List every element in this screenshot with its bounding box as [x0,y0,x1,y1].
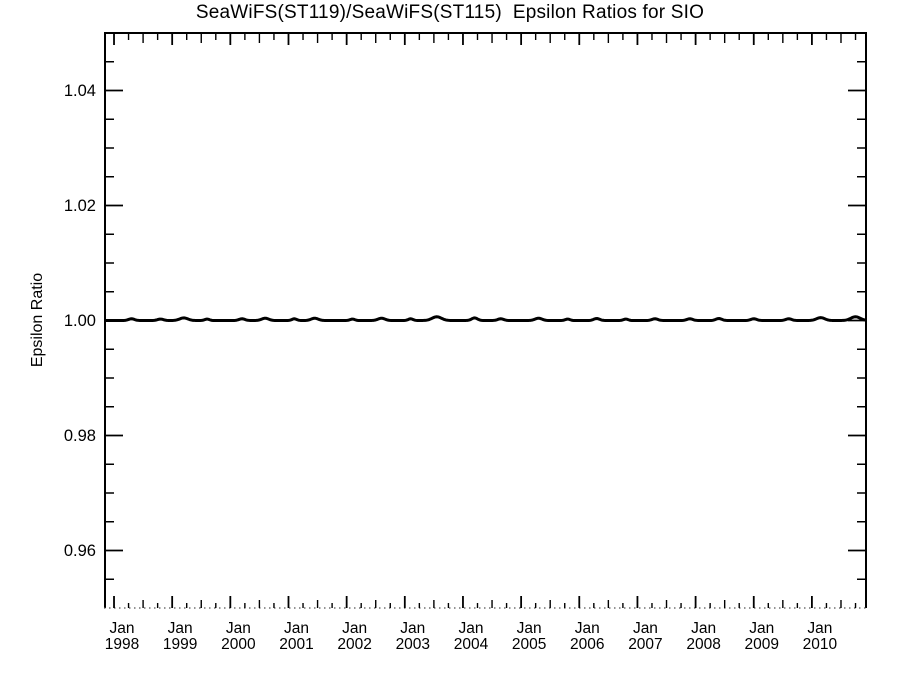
x-tick-label-month: Jan [400,620,425,637]
y-tick-label: 1.04 [64,82,96,100]
x-tick-label-year: 2001 [279,636,313,653]
x-tick-label-year: 2000 [221,636,256,653]
data-line-epsilon-ratio [104,315,867,322]
y-tick-label: 1.02 [64,197,96,215]
x-tick-label-year: 1999 [163,636,197,653]
x-tick-label-year: 2005 [512,636,546,653]
x-tick-label-month: Jan [458,620,483,637]
x-tick-label-month: Jan [691,620,716,637]
x-tick-label-month: Jan [168,620,193,637]
chart-title: SeaWiFS(ST119)/SeaWiFS(ST115) Epsilon Ra… [195,2,705,23]
x-tick-label-month: Jan [226,620,251,637]
x-tick-label-month: Jan [633,620,658,637]
x-tick-label-year: 1998 [105,636,139,653]
x-tick-label-year: 2003 [396,636,430,653]
x-tick-label-month: Jan [284,620,309,637]
x-tick-label-month: Jan [749,620,774,637]
y-tick-label: 1.00 [64,312,96,330]
x-tick-label-month: Jan [575,620,600,637]
x-tick-label-year: 2002 [337,636,371,653]
x-tick-label-year: 2008 [686,636,720,653]
x-tick-label-year: 2009 [745,636,779,653]
y-tick-label: 0.98 [64,427,96,445]
x-tick-label-month: Jan [807,620,832,637]
x-tick-label-year: 2007 [628,636,662,653]
x-tick-label-month: Jan [110,620,135,637]
x-tick-label-year: 2006 [570,636,604,653]
x-tick-label-month: Jan [517,620,542,637]
x-tick-label-year: 2004 [454,636,489,653]
y-tick-label: 0.96 [64,542,96,560]
x-tick-label-year: 2010 [803,636,838,653]
x-tick-label-month: Jan [342,620,367,637]
